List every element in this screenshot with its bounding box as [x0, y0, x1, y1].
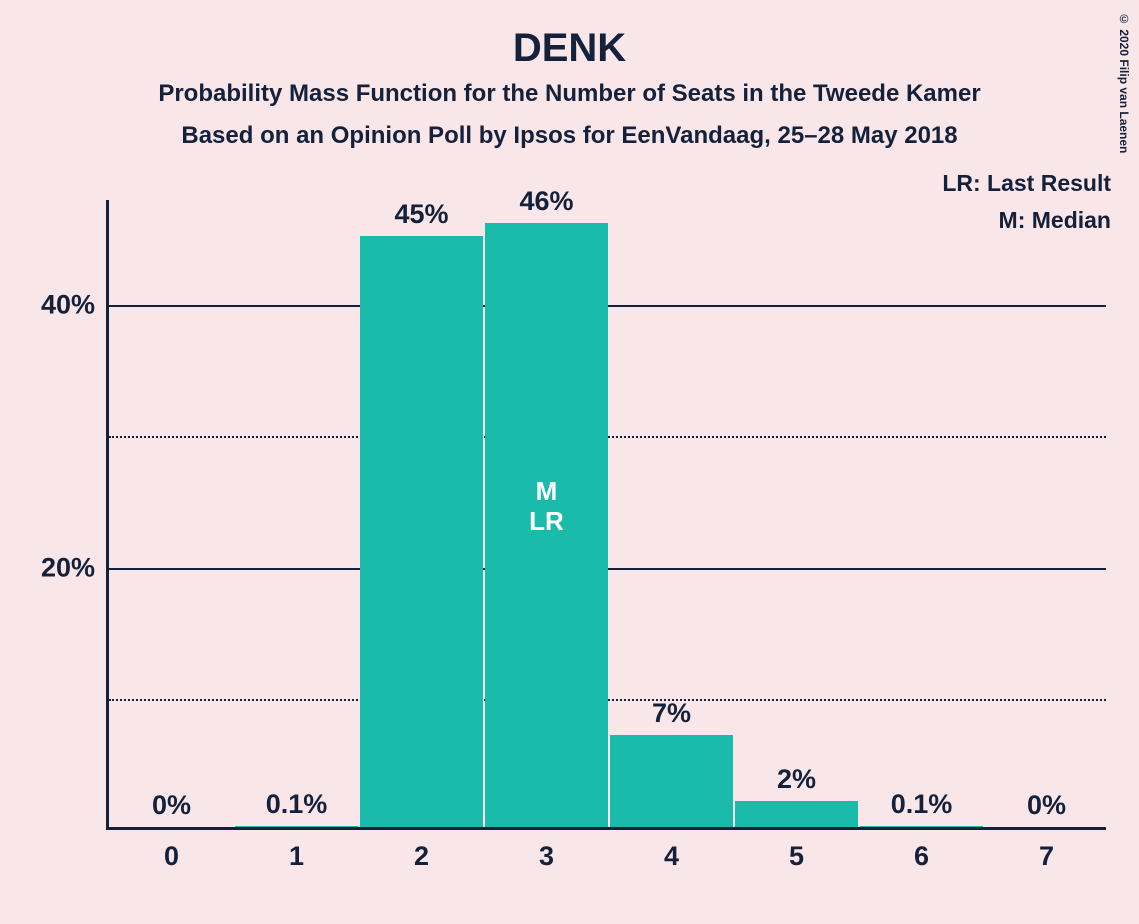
bar-value-label: 7%: [652, 698, 691, 735]
x-tick-label: 0: [164, 827, 179, 872]
x-tick-label: 2: [414, 827, 429, 872]
x-tick-label: 3: [539, 827, 554, 872]
y-tick-label: 40%: [41, 290, 109, 321]
bar-value-label: 0%: [152, 790, 191, 827]
bar-value-label: 45%: [394, 199, 448, 236]
x-tick-label: 6: [914, 827, 929, 872]
chart-subtitle-2: Based on an Opinion Poll by Ipsos for Ee…: [0, 122, 1139, 150]
y-tick-label: 20%: [41, 552, 109, 583]
bar: 7%: [610, 735, 733, 827]
copyright-text: © 2020 Filip van Laenen: [1117, 12, 1131, 153]
median-marker: M: [529, 477, 564, 507]
bar-value-label: 0.1%: [891, 789, 953, 826]
bar: 46%MLR: [485, 223, 608, 827]
x-tick-label: 5: [789, 827, 804, 872]
chart-subtitle-1: Probability Mass Function for the Number…: [0, 80, 1139, 108]
legend-lr: LR: Last Result: [942, 170, 1111, 197]
chart-plot-area: 20%40%0%00.1%145%246%MLR37%42%50.1%60%7: [106, 200, 1106, 830]
bar-value-label: 46%: [519, 186, 573, 223]
bar-value-label: 2%: [777, 764, 816, 801]
x-tick-label: 1: [289, 827, 304, 872]
chart-title: DENK: [0, 26, 1139, 71]
bar-inner-label: MLR: [529, 477, 564, 537]
x-tick-label: 4: [664, 827, 679, 872]
bar: 2%: [735, 801, 858, 827]
bar: 45%: [360, 236, 483, 827]
bar-value-label: 0%: [1027, 790, 1066, 827]
bar-value-label: 0.1%: [266, 789, 328, 826]
last-result-marker: LR: [529, 507, 564, 537]
x-tick-label: 7: [1039, 827, 1054, 872]
